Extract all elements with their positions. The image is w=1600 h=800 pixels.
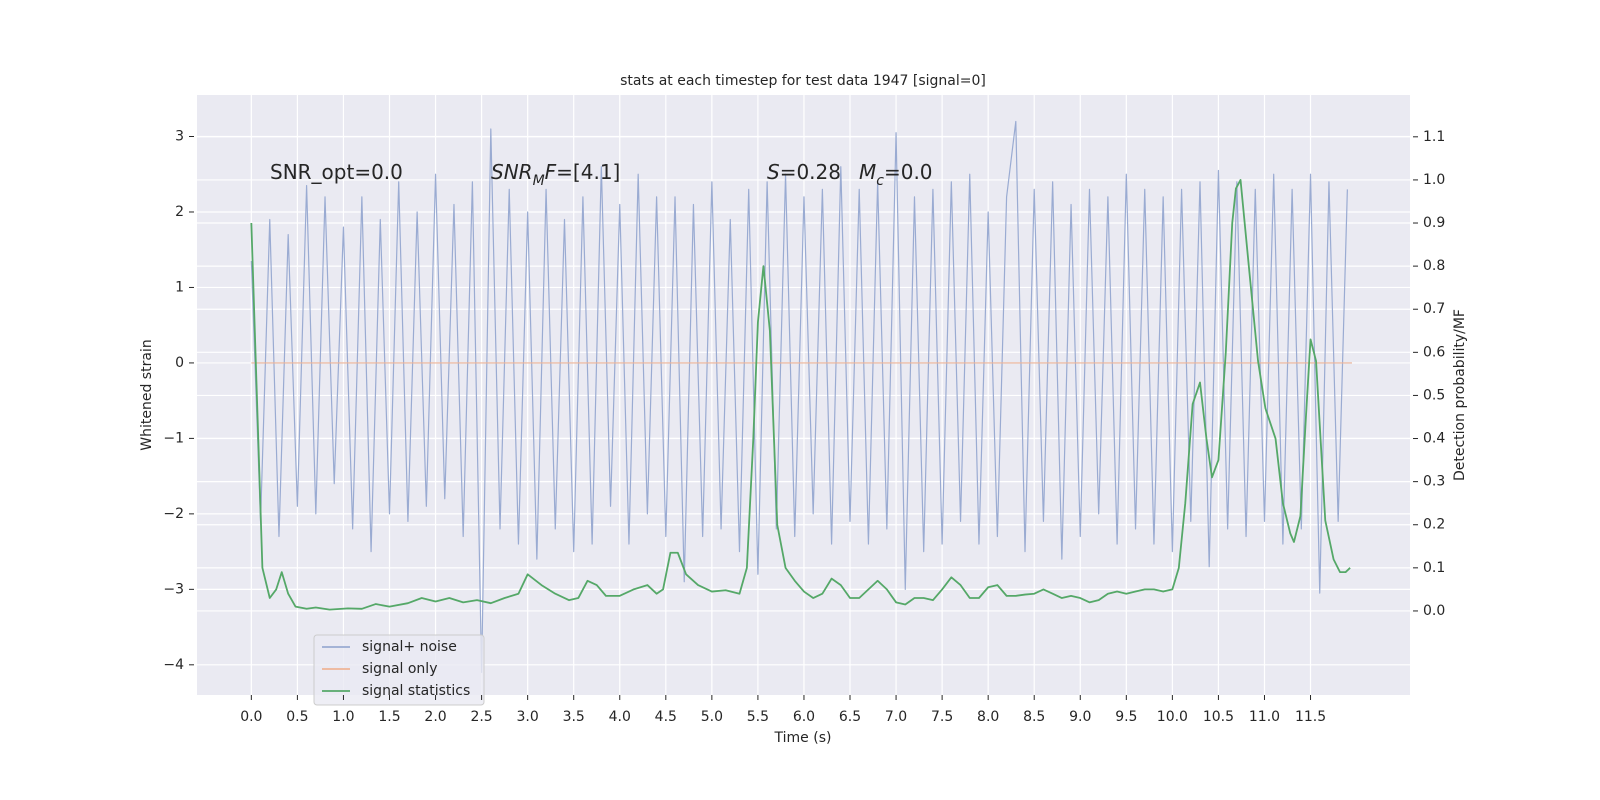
y2-tick-label: 1.0 — [1423, 172, 1445, 188]
x-tick-label: 3.0 — [517, 709, 539, 725]
annotation-part: =0.0 — [884, 160, 933, 184]
x-tick-label: 6.5 — [839, 709, 861, 725]
x-tick-label: 4.0 — [609, 709, 631, 725]
annotation-part: M — [533, 173, 545, 189]
y2-tick-label: 0.4 — [1423, 431, 1445, 447]
annotation: S=0.28 — [767, 160, 841, 184]
y-tick-label: 1 — [175, 279, 184, 295]
x-tick-label: 5.0 — [701, 709, 723, 725]
y-tick-label: 2 — [175, 204, 184, 220]
x-tick-label: 0.0 — [240, 709, 262, 725]
y-tick-label: 3 — [175, 129, 184, 145]
x-tick-label: 10.5 — [1203, 709, 1234, 725]
annotation-part: =[4.1] — [556, 160, 620, 184]
annotation: Mc=0.0 — [859, 160, 933, 190]
x-tick-label: 1.0 — [332, 709, 354, 725]
chart-title: stats at each timestep for test data 194… — [620, 73, 986, 89]
y2-tick-label: 0.8 — [1423, 258, 1445, 274]
y2-tick-label: 0.1 — [1423, 560, 1445, 576]
x-tick-label: 8.5 — [1023, 709, 1045, 725]
x-tick-label: 6.0 — [793, 709, 815, 725]
annotation-part: F — [545, 160, 557, 184]
y-tick-label: 0 — [175, 355, 184, 371]
y2-tick-label: 0.7 — [1423, 301, 1445, 317]
y2-tick-label: 0.5 — [1423, 387, 1445, 403]
x-tick-label: 10.0 — [1157, 709, 1188, 725]
legend-box — [313, 634, 485, 706]
annotation-part: =0.28 — [780, 160, 841, 184]
y-tick-label: −2 — [163, 506, 184, 522]
y-tick-label: −4 — [163, 657, 184, 673]
legend-label: signal statistics — [362, 683, 470, 699]
legend-label: signal+ noise — [362, 639, 457, 655]
series-line — [250, 120, 1348, 673]
x-tick-label: 3.5 — [563, 709, 585, 725]
y-axis-label: Whitened strain — [139, 339, 155, 450]
x-tick-label: 11.0 — [1249, 709, 1280, 725]
y-tick-label: −3 — [163, 581, 184, 597]
marks — [250, 120, 1352, 673]
y2-tick-label: 0.6 — [1423, 344, 1445, 360]
x-axis-label: Time (s) — [774, 730, 832, 746]
x-tick-label: 11.5 — [1295, 709, 1326, 725]
annotation-part: SNR_opt=0.0 — [270, 160, 403, 184]
annotation-part: M — [859, 160, 876, 184]
annotation-part: c — [876, 173, 884, 189]
annotation: SNR_opt=0.0 — [270, 160, 403, 184]
x-tick-label: 9.0 — [1069, 709, 1091, 725]
y2-tick-label: 0.0 — [1423, 603, 1445, 619]
x-tick-label: 1.5 — [378, 709, 400, 725]
x-tick-label: 0.5 — [286, 709, 308, 725]
x-tick-label: 7.5 — [931, 709, 953, 725]
y2-tick-label: 0.9 — [1423, 215, 1445, 231]
x-tick-label: 9.5 — [1115, 709, 1137, 725]
y2-tick-label: 0.3 — [1423, 474, 1445, 490]
x-tick-label: 2.5 — [470, 709, 492, 725]
y2-axis-label: Detection probability/MF — [1452, 309, 1468, 481]
y2-tick-label: 0.2 — [1423, 517, 1445, 533]
annotation-part: S — [767, 160, 780, 184]
legend-label: signal only — [362, 661, 437, 677]
y-tick-label: −1 — [163, 430, 184, 446]
x-tick-label: 8.0 — [977, 709, 999, 725]
x-tick-label: 2.0 — [424, 709, 446, 725]
annotation: SNRMF=[4.1] — [491, 160, 620, 190]
x-tick-label: 7.0 — [885, 709, 907, 725]
x-tick-label: 5.5 — [747, 709, 769, 725]
annotation-part: SNR — [491, 160, 533, 184]
series-line — [250, 179, 1351, 611]
x-tick-label: 4.5 — [655, 709, 677, 725]
y2-tick-label: 1.1 — [1423, 129, 1445, 145]
